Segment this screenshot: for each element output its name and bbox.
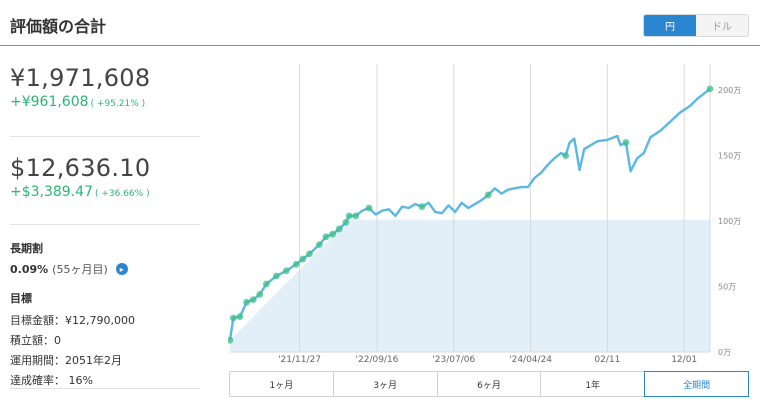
currency-yen-button[interactable]: 円 [644,15,696,36]
arrow-right-icon[interactable]: ▸ [115,263,128,275]
purchase-marker [282,267,290,275]
purchase-marker [272,272,280,280]
purchase-marker [292,260,300,268]
purchase-marker [365,204,373,212]
usd-total-value: $12,636.10 [10,154,151,182]
purchase-marker [706,85,714,93]
purchase-marker [315,241,323,249]
purchase-marker [352,212,360,220]
usd-summary: $12,636.10 +$3,389.47( +36.66% ) [10,154,200,200]
purchase-marker [418,203,426,211]
purchase-marker [249,296,257,304]
discount-title: 長期割 [10,242,43,255]
y-tick-label: 0万 [718,348,731,357]
goal-period: 運用期間：2051年2月 [10,354,122,367]
jpy-gain-amount: +¥961,608 [10,94,89,110]
x-tick-label: 12/01 [671,355,697,364]
x-tick-label: '22/09/16 [356,355,399,364]
goal-section: 目標 目標金額：¥12,790,000 積立額：0 運用期間：2051年2月 達… [10,290,200,388]
usd-gain-percent: ( +36.66% ) [94,189,150,199]
goal-amount: 目標金額：¥12,790,000 [10,314,135,327]
purchase-marker [622,139,630,146]
jpy-total-value: ¥1,971,608 [10,64,151,92]
purchase-marker [322,233,330,241]
jpy-gain-percent: ( +95.21% ) [90,99,146,109]
jpy-summary: ¥1,971,608 +¥961,608( +95.21% ) [10,64,200,110]
usd-gain: +$3,389.47( +36.66% ) [10,184,200,200]
goal-title: 目標 [10,292,32,305]
purchase-marker [226,336,234,344]
period-all-button[interactable]: 全期間 [644,371,749,397]
purchase-marker [256,291,264,298]
purchase-marker [229,314,237,322]
purchase-marker [329,230,337,238]
period-3-month-button[interactable]: 3ヶ月 [333,372,438,396]
purchase-marker [236,313,244,321]
usd-gain-amount: +$3,389.47 [10,184,93,200]
discount-rate: 0.09% [10,262,49,276]
y-tick-label: 150万 [718,152,741,161]
purchase-marker [299,255,307,263]
currency-dollar-button[interactable]: ドル [696,15,748,36]
goal-probability: 達成確率： 16% [10,374,93,387]
period-1-year-button[interactable]: 1年 [541,372,646,396]
page-title: 評価額の合計 [10,17,107,36]
y-tick-label: 100万 [718,217,741,226]
purchase-marker [562,152,570,160]
jpy-gain: +¥961,608( +95.21% ) [10,94,200,110]
y-tick-label: 200万 [718,86,741,95]
discount-months: (55ヶ月目) [52,263,108,276]
y-tick-label: 50万 [718,283,736,292]
valuation-chart-svg: 0万 50万 100万 150万 200万 '21/11/27 '22/09/16 '23/0… [226,64,741,365]
divider [10,136,200,137]
principal-area [230,219,710,352]
x-tick-label: '21/11/27 [278,355,321,364]
x-tick-label: '24/04/24 [509,355,552,364]
purchase-marker [335,225,343,233]
divider [10,388,200,389]
period-selector[interactable]: 1ヶ月 3ヶ月 6ヶ月 1年 全期間 [229,371,749,397]
header: 評価額の合計 円 ドル [0,0,760,46]
purchase-marker [263,280,270,288]
summary-panel: ¥1,971,608 +¥961,608( +95.21% ) $12,636.… [0,46,200,412]
purchase-marker [306,250,313,258]
period-1-month-button[interactable]: 1ヶ月 [230,372,334,396]
divider [10,224,200,225]
goal-contribution: 積立額：0 [10,334,61,347]
purchase-marker [345,212,353,220]
purchase-marker [243,298,250,306]
long-term-discount: 長期割 0.09% (55ヶ月目) ▸ [10,240,200,277]
x-tick-label: 02/11 [594,355,620,364]
purchase-marker [484,191,492,199]
period-6-month-button[interactable]: 6ヶ月 [437,372,542,396]
purchase-marker [342,219,350,226]
valuation-chart[interactable]: 0万 50万 100万 150万 200万 '21/11/27 '22/09/16 '23/0… [226,64,760,365]
discount-row: 0.09% (55ヶ月目) ▸ [10,261,200,277]
x-tick-label: '23/07/06 [432,355,475,364]
currency-toggle[interactable]: 円 ドル [643,14,749,37]
